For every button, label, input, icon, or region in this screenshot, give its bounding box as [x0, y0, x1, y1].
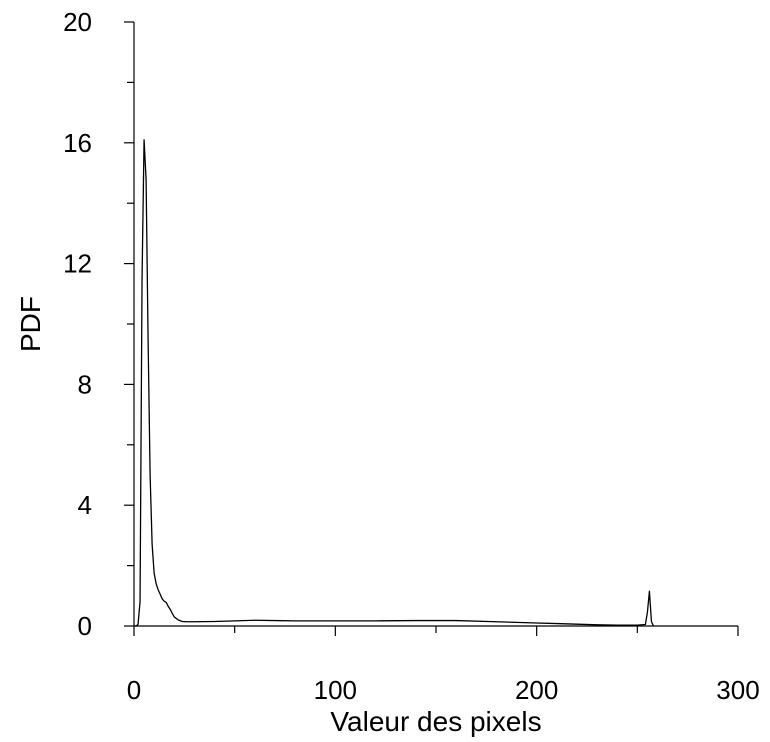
y-tick-label: 4: [78, 490, 92, 520]
y-tick-label: 20: [63, 7, 92, 37]
x-tick-label: 300: [716, 675, 759, 705]
pdf-curve-line: [134, 139, 655, 627]
x-axis-ticks: 0 100 200 300: [127, 626, 760, 705]
y-axis-ticks: 0 4 8 12 16 20: [63, 7, 134, 641]
series-group: [134, 139, 655, 627]
y-tick-label: 12: [63, 249, 92, 279]
y-axis-title: PDF: [15, 296, 46, 352]
y-tick-label: 16: [63, 128, 92, 158]
x-axis-title: Valeur des pixels: [330, 706, 541, 737]
y-tick-label: 8: [78, 369, 92, 399]
x-tick-label: 200: [515, 675, 558, 705]
y-tick-label: 0: [78, 611, 92, 641]
x-tick-label: 0: [127, 675, 141, 705]
x-tick-label: 100: [314, 675, 357, 705]
